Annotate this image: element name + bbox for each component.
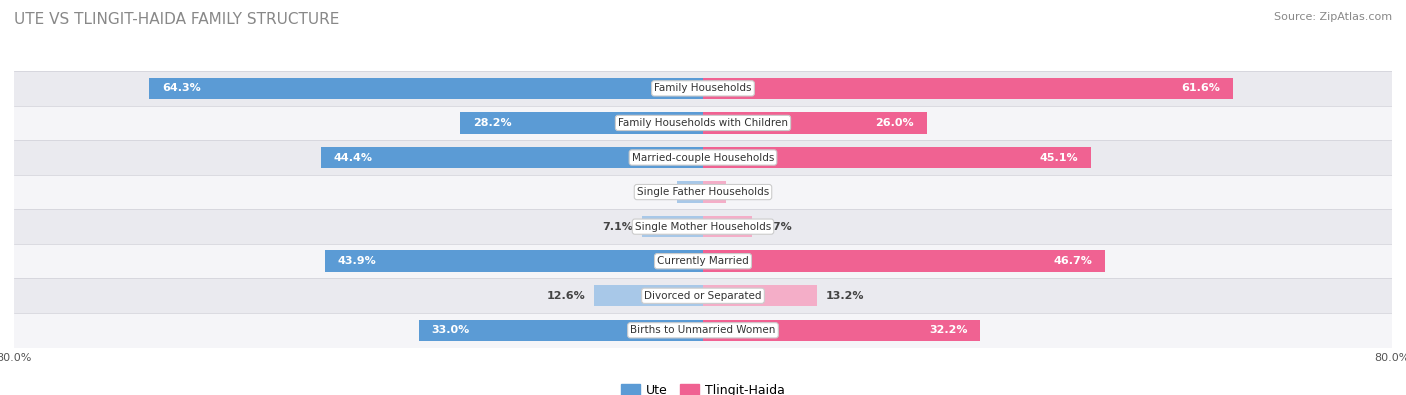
Bar [703, 285, 817, 307]
Text: 64.3%: 64.3% [162, 83, 201, 93]
Bar [595, 285, 703, 307]
Bar [703, 250, 1105, 272]
Bar [703, 181, 727, 203]
Text: 2.7%: 2.7% [735, 187, 766, 197]
Text: 33.0%: 33.0% [432, 325, 470, 335]
Text: Births to Unmarried Women: Births to Unmarried Women [630, 325, 776, 335]
Text: 45.1%: 45.1% [1040, 152, 1078, 162]
Text: Single Father Households: Single Father Households [637, 187, 769, 197]
Text: 12.6%: 12.6% [547, 291, 586, 301]
Bar [643, 216, 703, 237]
Bar [149, 78, 703, 99]
Bar [14, 140, 1392, 175]
Text: Family Households: Family Households [654, 83, 752, 93]
Bar [703, 112, 927, 134]
Text: 28.2%: 28.2% [472, 118, 512, 128]
Text: 44.4%: 44.4% [333, 152, 373, 162]
Bar [703, 147, 1091, 168]
Text: 61.6%: 61.6% [1181, 83, 1220, 93]
Text: Single Mother Households: Single Mother Households [636, 222, 770, 231]
Text: Married-couple Households: Married-couple Households [631, 152, 775, 162]
Text: Divorced or Separated: Divorced or Separated [644, 291, 762, 301]
Bar [703, 78, 1233, 99]
Text: 3.0%: 3.0% [638, 187, 669, 197]
Text: 32.2%: 32.2% [929, 325, 967, 335]
Text: 7.1%: 7.1% [602, 222, 633, 231]
Text: Currently Married: Currently Married [657, 256, 749, 266]
Text: 43.9%: 43.9% [337, 256, 377, 266]
Bar [321, 147, 703, 168]
Text: Family Households with Children: Family Households with Children [619, 118, 787, 128]
Legend: Ute, Tlingit-Haida: Ute, Tlingit-Haida [616, 379, 790, 395]
Bar [14, 313, 1392, 348]
Bar [325, 250, 703, 272]
Bar [14, 106, 1392, 140]
Text: UTE VS TLINGIT-HAIDA FAMILY STRUCTURE: UTE VS TLINGIT-HAIDA FAMILY STRUCTURE [14, 12, 339, 27]
Bar [14, 175, 1392, 209]
Bar [14, 71, 1392, 106]
Bar [703, 320, 980, 341]
Bar [14, 209, 1392, 244]
Bar [14, 278, 1392, 313]
Text: 46.7%: 46.7% [1053, 256, 1092, 266]
Bar [678, 181, 703, 203]
Bar [14, 244, 1392, 278]
Bar [460, 112, 703, 134]
Text: 26.0%: 26.0% [876, 118, 914, 128]
Text: Source: ZipAtlas.com: Source: ZipAtlas.com [1274, 12, 1392, 22]
Text: 5.7%: 5.7% [761, 222, 792, 231]
Text: 13.2%: 13.2% [825, 291, 863, 301]
Bar [703, 216, 752, 237]
Bar [419, 320, 703, 341]
